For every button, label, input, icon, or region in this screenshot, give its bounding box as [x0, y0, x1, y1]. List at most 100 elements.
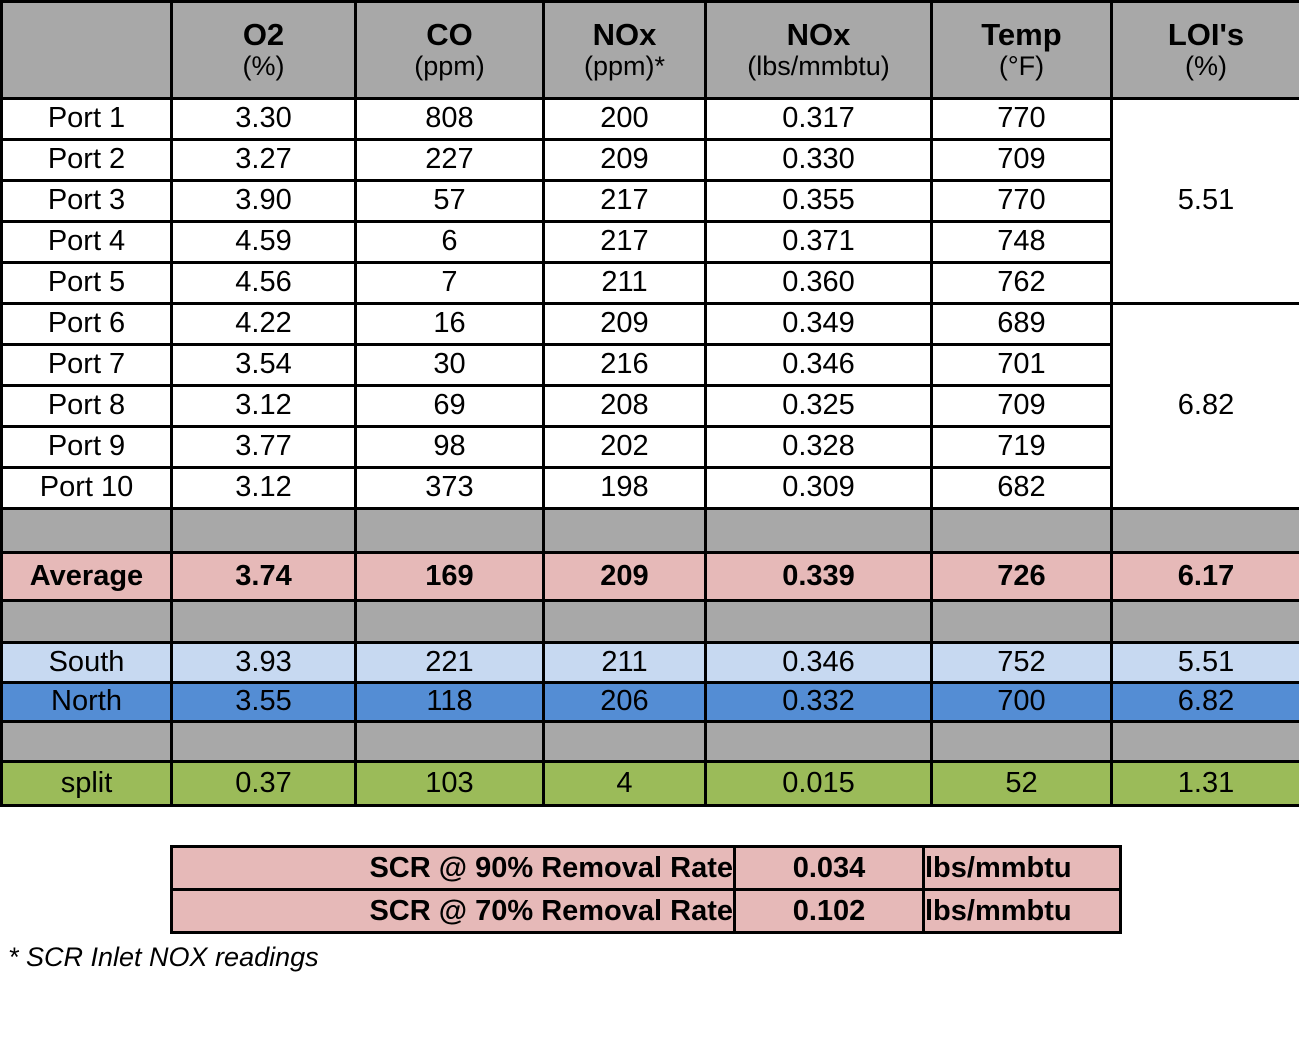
north-temp: 700 — [930, 681, 1113, 723]
header-o2-unit: (%) — [242, 51, 285, 82]
header-o2: O2 (%) — [170, 0, 357, 100]
header-temp-title: Temp — [981, 17, 1062, 53]
port-4-label: Port 4 — [0, 220, 173, 264]
north-co: 118 — [354, 681, 545, 723]
port-4-noxlbs: 0.371 — [704, 220, 933, 264]
north-nox: 206 — [542, 681, 707, 723]
port-2-co: 227 — [354, 138, 545, 182]
header-nox-lbs-title: NOx — [786, 17, 851, 53]
header-co: CO (ppm) — [354, 0, 545, 100]
scr-summary-table: SCR @ 90% Removal Rate 0.034 lbs/mmbtu S… — [170, 845, 1122, 934]
loi-south-group-cell: 5.51 — [1110, 97, 1299, 305]
header-o2-title: O2 — [242, 17, 285, 53]
scr-70-value: 0.102 — [733, 888, 925, 934]
port-5-o2: 4.56 — [170, 261, 357, 305]
port-2-nox: 209 — [542, 138, 707, 182]
port-5-temp: 762 — [930, 261, 1113, 305]
port-8-o2: 3.12 — [170, 384, 357, 428]
spacer-cell — [354, 507, 545, 554]
scr-70-unit: lbs/mmbtu — [922, 888, 1122, 934]
port-5-noxlbs: 0.360 — [704, 261, 933, 305]
header-temp-unit: (°F) — [998, 51, 1045, 82]
scr-90-unit: lbs/mmbtu — [922, 845, 1122, 891]
average-loi: 6.17 — [1110, 551, 1299, 602]
average-co: 169 — [354, 551, 545, 602]
port-1-row: Port 1 3.30 808 200 0.317 770 5.51 — [0, 97, 1299, 305]
spacer-cell — [1110, 720, 1299, 763]
port-9-co: 98 — [354, 425, 545, 469]
port-7-co: 30 — [354, 343, 545, 387]
port-10-noxlbs: 0.309 — [704, 466, 933, 510]
scr-90-label: SCR @ 90% Removal Rate — [170, 845, 736, 891]
north-label: North — [0, 681, 173, 723]
port-10-o2: 3.12 — [170, 466, 357, 510]
spacer-cell — [0, 720, 173, 763]
header-nox-ppm-unit: (ppm)* — [583, 51, 665, 82]
south-label: South — [0, 641, 173, 684]
header-nox-ppm: NOx (ppm)* — [542, 0, 707, 100]
port-5-nox: 211 — [542, 261, 707, 305]
header-row: O2 (%) CO (ppm) NOx (ppm)* NOx (lbs/mmbt… — [0, 0, 1299, 100]
split-noxlbs: 0.015 — [704, 760, 933, 807]
header-nox-ppm-title: NOx — [592, 17, 657, 53]
spacer-cell — [170, 720, 357, 763]
scr-90-row: SCR @ 90% Removal Rate 0.034 lbs/mmbtu — [170, 845, 1122, 891]
split-loi: 1.31 — [1110, 760, 1299, 807]
port-8-nox: 208 — [542, 384, 707, 428]
port-7-o2: 3.54 — [170, 343, 357, 387]
split-label: split — [0, 760, 173, 807]
spacer-cell — [542, 599, 707, 644]
port-6-o2: 4.22 — [170, 302, 357, 346]
spacer-cell — [930, 599, 1113, 644]
port-8-label: Port 8 — [0, 384, 173, 428]
port-5-row: Port 5 4.56 7 211 0.360 762 — [0, 261, 1299, 305]
port-6-noxlbs: 0.349 — [704, 302, 933, 346]
footnote: * SCR Inlet NOX readings — [8, 942, 319, 972]
header-nox-lbs: NOx (lbs/mmbtu) — [704, 0, 933, 100]
north-noxlbs: 0.332 — [704, 681, 933, 723]
port-2-noxlbs: 0.330 — [704, 138, 933, 182]
south-nox: 211 — [542, 641, 707, 684]
port-4-nox: 217 — [542, 220, 707, 264]
port-3-row: Port 3 3.90 57 217 0.355 770 — [0, 179, 1299, 223]
port-9-o2: 3.77 — [170, 425, 357, 469]
average-o2: 3.74 — [170, 551, 357, 602]
average-row: Average 3.74 169 209 0.339 726 6.17 — [0, 551, 1299, 602]
header-co-title: CO — [426, 17, 473, 53]
port-4-co: 6 — [354, 220, 545, 264]
split-o2: 0.37 — [170, 760, 357, 807]
south-co: 221 — [354, 641, 545, 684]
scr-90-value: 0.034 — [733, 845, 925, 891]
spacer-row — [0, 599, 1299, 644]
port-2-o2: 3.27 — [170, 138, 357, 182]
port-1-o2: 3.30 — [170, 97, 357, 141]
spacer-cell — [354, 599, 545, 644]
port-8-noxlbs: 0.325 — [704, 384, 933, 428]
spacer-cell — [930, 720, 1113, 763]
average-label: Average — [0, 551, 173, 602]
spacer-row — [0, 720, 1299, 763]
north-loi: 6.82 — [1110, 681, 1299, 723]
port-7-temp: 701 — [930, 343, 1113, 387]
spacer-cell — [704, 599, 933, 644]
port-4-temp: 748 — [930, 220, 1113, 264]
port-1-nox: 200 — [542, 97, 707, 141]
port-6-temp: 689 — [930, 302, 1113, 346]
port-2-temp: 709 — [930, 138, 1113, 182]
header-temp: Temp (°F) — [930, 0, 1113, 100]
south-noxlbs: 0.346 — [704, 641, 933, 684]
port-1-co: 808 — [354, 97, 545, 141]
scr-summary-section: SCR @ 90% Removal Rate 0.034 lbs/mmbtu S… — [170, 845, 1299, 934]
port-1-label: Port 1 — [0, 97, 173, 141]
port-3-noxlbs: 0.355 — [704, 179, 933, 223]
port-9-label: Port 9 — [0, 425, 173, 469]
port-4-row: Port 4 4.59 6 217 0.371 748 — [0, 220, 1299, 264]
port-9-noxlbs: 0.328 — [704, 425, 933, 469]
port-1-noxlbs: 0.317 — [704, 97, 933, 141]
port-3-nox: 217 — [542, 179, 707, 223]
loi-north-group-cell: 6.82 — [1110, 302, 1299, 510]
port-6-co: 16 — [354, 302, 545, 346]
spacer-cell — [170, 507, 357, 554]
port-9-temp: 719 — [930, 425, 1113, 469]
